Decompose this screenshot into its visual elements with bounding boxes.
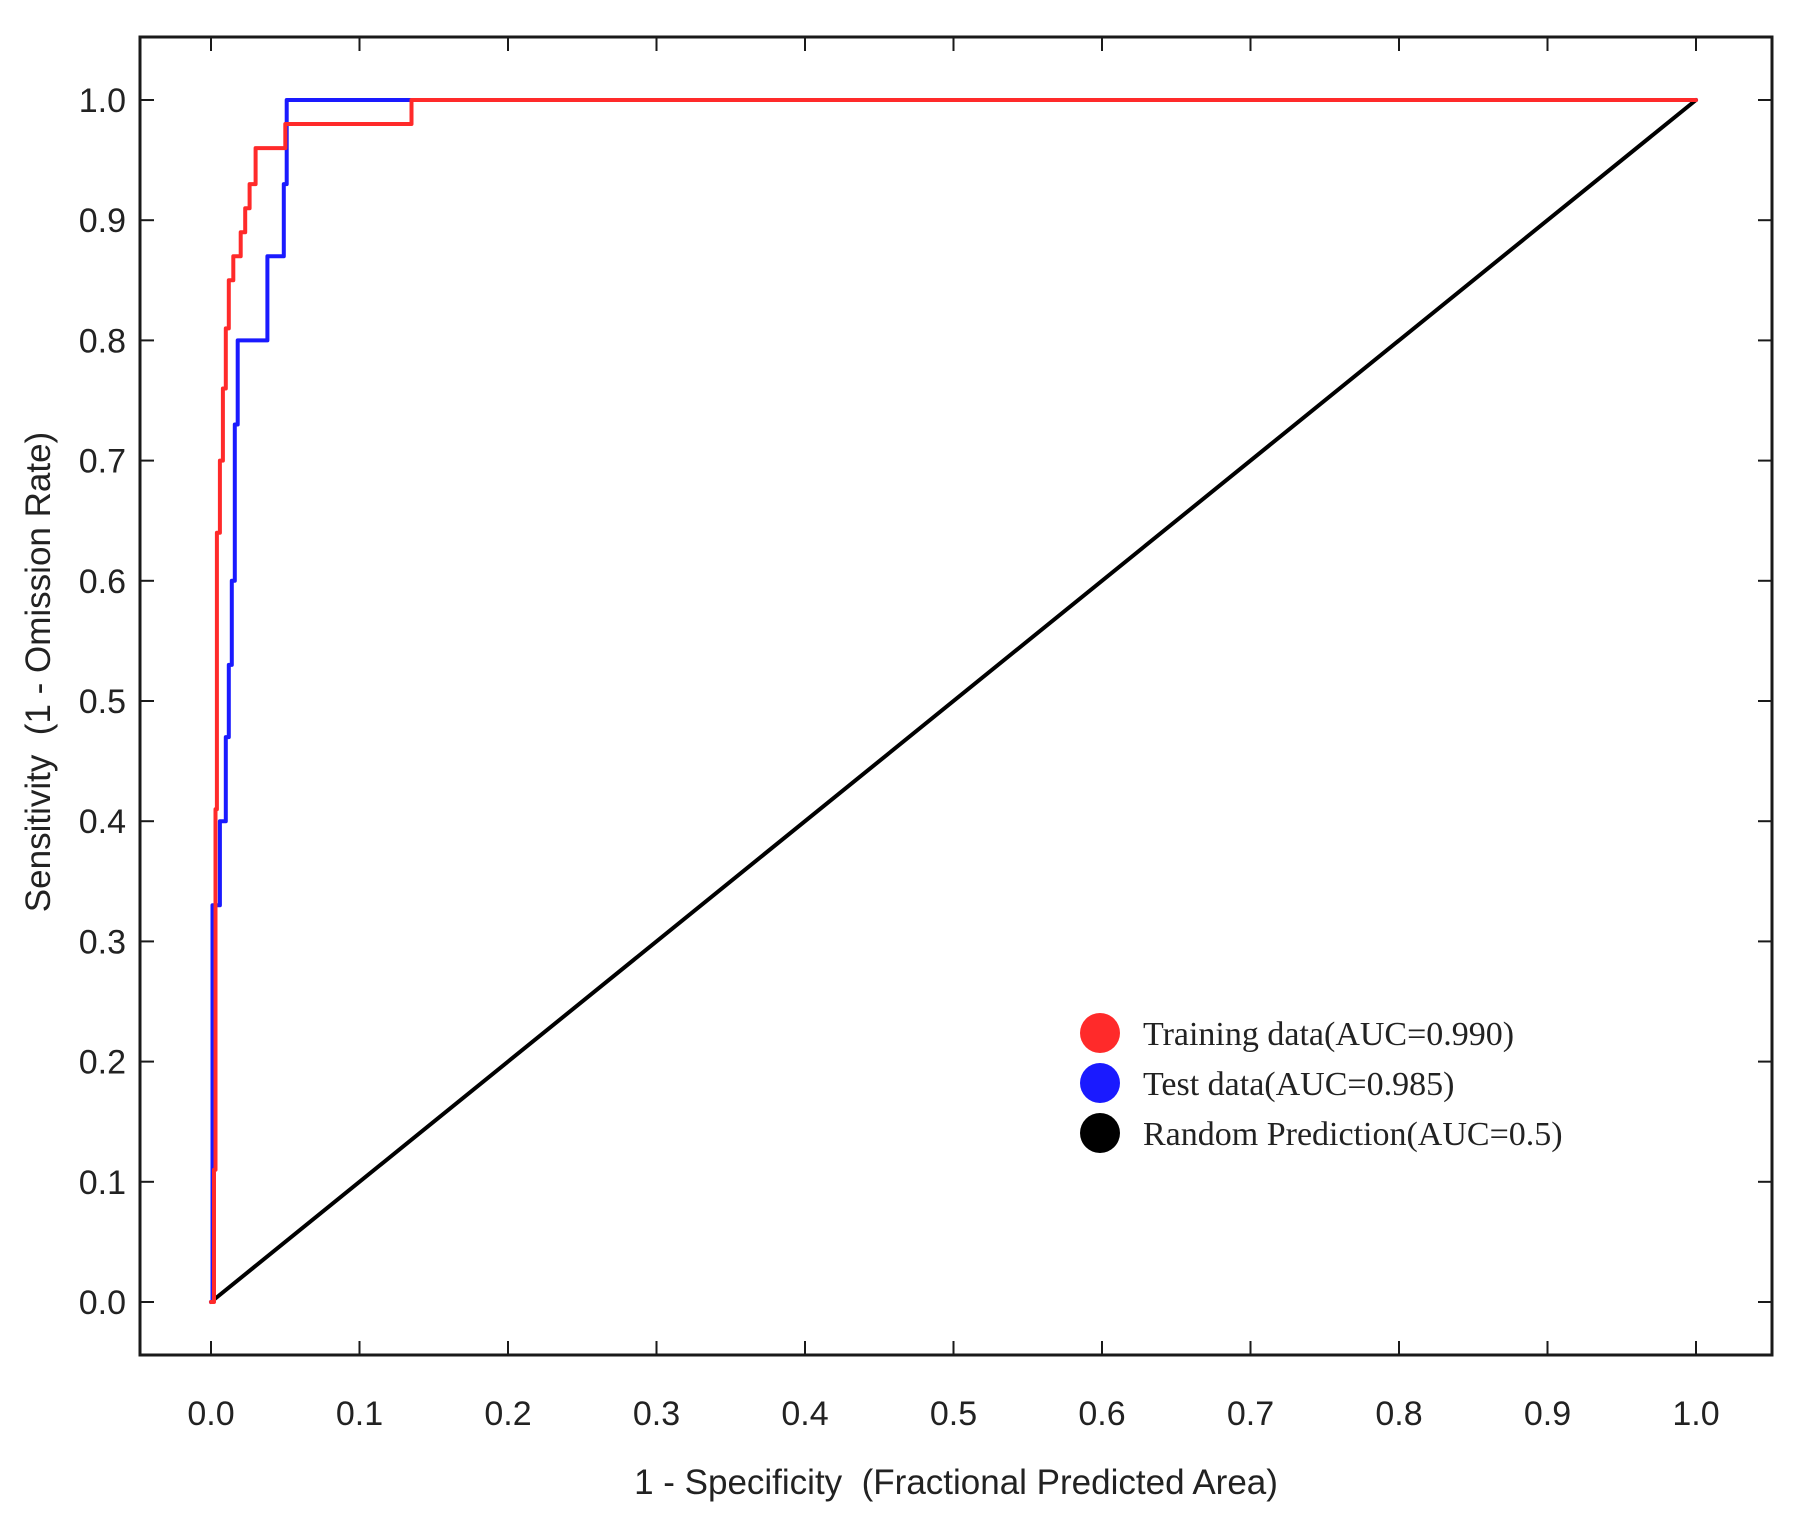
y-tick-label: 0.8 bbox=[79, 322, 126, 360]
legend-label: Training data(AUC=0.990) bbox=[1143, 1016, 1514, 1053]
y-tick-label: 0.9 bbox=[79, 202, 126, 240]
x-tick-label: 0.0 bbox=[187, 1395, 234, 1433]
ticks-layer: 0.0 0.1 0.2 0.3 0.4 0.5 0.6 0.7 0.8 0.9 1.0 0.0 0.1 0… bbox=[79, 37, 1772, 1433]
x-tick-label: 0.7 bbox=[1227, 1395, 1274, 1433]
plot-frame bbox=[138, 35, 1774, 1357]
x-tick-label: 0.9 bbox=[1524, 1395, 1571, 1433]
legend: Training data(AUC=0.990) Test data(AUC=0.… bbox=[1080, 1013, 1563, 1153]
y-tick-label: 0.2 bbox=[79, 1044, 126, 1082]
y-tick-label: 0.0 bbox=[79, 1284, 126, 1322]
legend-marker bbox=[1080, 1063, 1120, 1103]
x-axis-title: 1 - Specificity (Fractional Predicted Ar… bbox=[634, 1463, 1278, 1502]
y-tick-label: 0.5 bbox=[79, 683, 126, 721]
legend-marker bbox=[1080, 1113, 1120, 1153]
series-layer bbox=[209, 98, 1698, 1304]
training-data-line bbox=[209, 98, 1698, 1304]
y-tick-label: 0.6 bbox=[79, 563, 126, 601]
legend-label: Random Prediction(AUC=0.5) bbox=[1143, 1116, 1563, 1153]
y-axis-title: Sensitivity (1 - Omission Rate) bbox=[19, 432, 58, 912]
x-tick-label: 0.8 bbox=[1375, 1395, 1422, 1433]
random-prediction-line bbox=[209, 98, 1698, 1304]
x-tick-label: 0.4 bbox=[781, 1395, 828, 1433]
y-tick-label: 0.3 bbox=[79, 923, 126, 961]
x-tick-label: 0.1 bbox=[336, 1395, 383, 1433]
x-tick-label: 0.6 bbox=[1078, 1395, 1125, 1433]
legend-label: Test data(AUC=0.985) bbox=[1143, 1066, 1454, 1103]
legend-marker bbox=[1080, 1013, 1120, 1053]
y-tick-label: 0.4 bbox=[79, 803, 126, 841]
x-tick-label: 0.3 bbox=[633, 1395, 680, 1433]
y-tick-label: 0.7 bbox=[79, 443, 126, 481]
x-tick-label: 0.5 bbox=[930, 1395, 977, 1433]
y-tick-label: 0.1 bbox=[79, 1164, 126, 1202]
y-tick-label: 1.0 bbox=[79, 82, 126, 120]
x-tick-label: 1.0 bbox=[1672, 1395, 1719, 1433]
x-tick-label: 0.2 bbox=[484, 1395, 531, 1433]
test-data-line bbox=[209, 98, 1698, 1304]
